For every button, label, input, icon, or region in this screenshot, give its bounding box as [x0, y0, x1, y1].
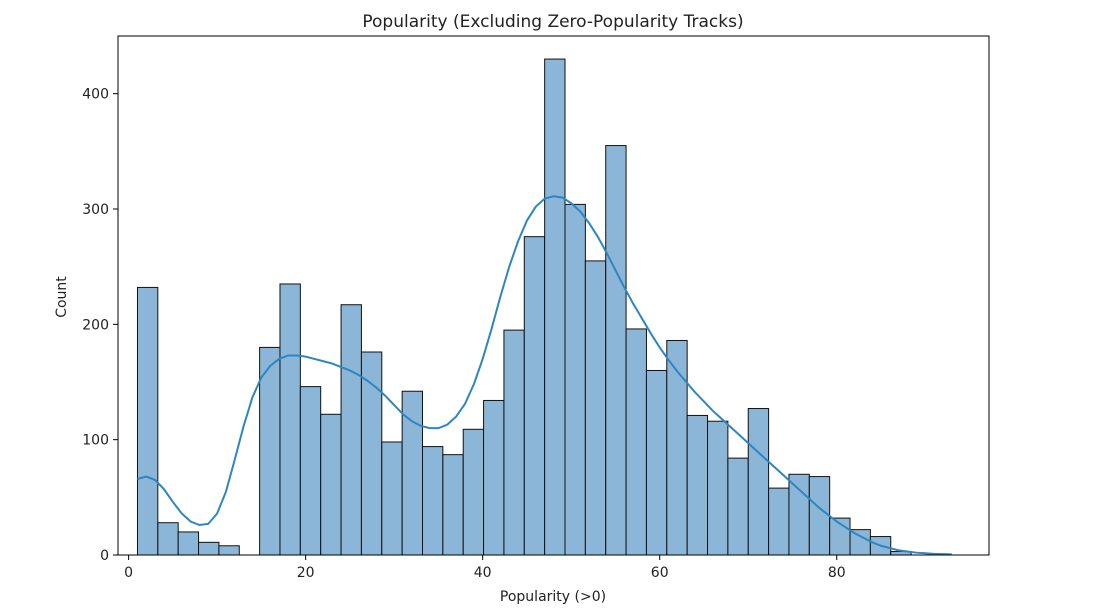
histogram-bar	[218, 545, 240, 556]
histogram-bar	[747, 408, 770, 556]
histogram-bar	[666, 339, 688, 556]
histogram-bar	[808, 476, 831, 556]
histogram-bar	[483, 399, 505, 556]
histogram-bar	[299, 386, 322, 556]
histogram-bar	[157, 522, 179, 556]
plot-frame	[117, 35, 990, 556]
x-tick-label: 20	[297, 565, 315, 581]
x-tick-label: 80	[828, 565, 846, 581]
histogram-bar	[544, 58, 566, 556]
histogram-bar	[279, 283, 301, 556]
x-axis-label: Popularity (>0)	[500, 589, 606, 605]
chart-title: Popularity (Excluding Zero-Popularity Tr…	[362, 12, 743, 32]
histogram-bar	[340, 304, 362, 556]
y-tick-label: 400	[82, 87, 109, 103]
histogram-bar	[768, 487, 790, 556]
y-tick-label: 0	[100, 548, 109, 564]
histogram-bar	[625, 328, 647, 556]
x-tick-label: 40	[474, 565, 492, 581]
histogram-bar	[727, 457, 749, 556]
histogram-bar	[707, 420, 729, 556]
histogram-bar	[788, 473, 810, 556]
histogram-bar	[584, 260, 607, 556]
y-axis-label: Count	[54, 276, 70, 318]
histogram-bar	[849, 529, 871, 556]
histogram-bar	[442, 454, 464, 556]
histogram-bar	[360, 351, 383, 556]
histogram-bar	[198, 541, 220, 556]
histogram-bar	[645, 369, 668, 556]
histogram-bar	[523, 236, 546, 556]
x-tick-label: 0	[124, 565, 133, 581]
histogram-bar	[503, 329, 525, 556]
x-axis-ticks: 0 20 40 60 80	[124, 555, 846, 581]
y-tick-label: 300	[82, 202, 109, 218]
histogram-bar	[462, 428, 485, 556]
histogram-bar	[259, 346, 281, 556]
y-tick-label: 200	[82, 317, 109, 333]
histogram-bar	[605, 145, 627, 556]
y-axis-ticks: 0 100 200 300 400	[82, 87, 118, 564]
histogram-bar	[564, 203, 586, 556]
histogram-bar	[136, 286, 159, 556]
histogram-bar	[421, 446, 444, 556]
kde-curve	[137, 195, 952, 556]
x-tick-label: 60	[651, 565, 669, 581]
histogram-bar	[320, 413, 342, 556]
y-tick-label: 100	[82, 433, 109, 449]
histogram-bar	[177, 531, 200, 556]
histogram-bar	[686, 414, 709, 556]
bars-group	[136, 58, 912, 556]
histogram-bar	[381, 441, 403, 556]
